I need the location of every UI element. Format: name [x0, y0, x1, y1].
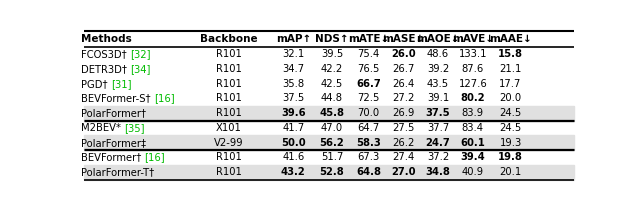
Text: mASE↓: mASE↓	[382, 34, 424, 44]
Text: 70.0: 70.0	[358, 108, 380, 118]
Text: 26.9: 26.9	[392, 108, 415, 118]
Text: mAVE↓: mAVE↓	[452, 34, 494, 44]
Text: [16]: [16]	[154, 94, 174, 104]
Text: 72.5: 72.5	[358, 94, 380, 104]
Text: 56.2: 56.2	[319, 138, 344, 148]
Text: 19.8: 19.8	[498, 153, 523, 162]
Text: PolarFormer†: PolarFormer†	[81, 108, 146, 118]
Text: 42.5: 42.5	[321, 79, 343, 89]
Text: 24.7: 24.7	[426, 138, 451, 148]
Text: NDS↑: NDS↑	[315, 34, 349, 44]
Text: 64.7: 64.7	[358, 123, 380, 133]
Text: 40.9: 40.9	[462, 167, 484, 177]
Text: PolarFormer-T†: PolarFormer-T†	[81, 167, 154, 177]
Text: R101: R101	[216, 49, 242, 59]
Text: 24.5: 24.5	[499, 123, 522, 133]
Text: 66.7: 66.7	[356, 79, 381, 89]
Text: 52.8: 52.8	[319, 167, 344, 177]
Text: 48.6: 48.6	[427, 49, 449, 59]
Text: 39.1: 39.1	[427, 94, 449, 104]
Bar	[84, 106, 573, 121]
Text: X101: X101	[216, 123, 242, 133]
Text: 15.8: 15.8	[498, 49, 523, 59]
Text: 127.6: 127.6	[458, 79, 487, 89]
Text: 24.5: 24.5	[499, 108, 522, 118]
Text: PGD†: PGD†	[81, 79, 111, 89]
Text: mATE↓: mATE↓	[348, 34, 389, 44]
Text: 83.4: 83.4	[462, 123, 484, 133]
Text: V2-99: V2-99	[214, 138, 244, 148]
Text: [35]: [35]	[124, 123, 145, 133]
Text: 87.6: 87.6	[461, 64, 484, 74]
Text: [31]: [31]	[111, 79, 131, 89]
Text: 83.9: 83.9	[462, 108, 484, 118]
Text: 44.8: 44.8	[321, 94, 343, 104]
Text: 41.7: 41.7	[282, 123, 305, 133]
Text: 39.4: 39.4	[460, 153, 485, 162]
Text: Backbone: Backbone	[200, 34, 258, 44]
Text: 41.6: 41.6	[282, 153, 305, 162]
Text: 32.1: 32.1	[282, 49, 305, 59]
Text: 26.0: 26.0	[391, 49, 416, 59]
Text: 80.2: 80.2	[461, 94, 485, 104]
Text: 19.3: 19.3	[499, 138, 522, 148]
Text: 27.4: 27.4	[392, 153, 415, 162]
Text: 26.7: 26.7	[392, 64, 415, 74]
Text: 51.7: 51.7	[321, 153, 343, 162]
Text: mAP↑: mAP↑	[276, 34, 311, 44]
Text: 26.4: 26.4	[392, 79, 415, 89]
Text: 26.2: 26.2	[392, 138, 415, 148]
Text: BEVFormer†: BEVFormer†	[81, 153, 145, 162]
Text: 39.6: 39.6	[281, 108, 305, 118]
Text: 47.0: 47.0	[321, 123, 343, 133]
Text: 42.2: 42.2	[321, 64, 343, 74]
Text: 21.1: 21.1	[499, 64, 522, 74]
Text: 60.1: 60.1	[460, 138, 485, 148]
Text: 17.7: 17.7	[499, 79, 522, 89]
Text: 37.5: 37.5	[426, 108, 451, 118]
Text: DETR3D†: DETR3D†	[81, 64, 130, 74]
Text: mAAE↓: mAAE↓	[489, 34, 532, 44]
Text: R101: R101	[216, 167, 242, 177]
Text: 27.5: 27.5	[392, 123, 415, 133]
Text: M2BEV*: M2BEV*	[81, 123, 124, 133]
Text: 43.5: 43.5	[427, 79, 449, 89]
Text: 76.5: 76.5	[358, 64, 380, 74]
Bar	[84, 135, 573, 150]
Text: 34.7: 34.7	[282, 64, 305, 74]
Text: R101: R101	[216, 108, 242, 118]
Text: 75.4: 75.4	[358, 49, 380, 59]
Text: R101: R101	[216, 153, 242, 162]
Text: 64.8: 64.8	[356, 167, 381, 177]
Text: 20.0: 20.0	[499, 94, 522, 104]
Text: R101: R101	[216, 94, 242, 104]
Text: 43.2: 43.2	[281, 167, 306, 177]
Text: 34.8: 34.8	[426, 167, 451, 177]
Text: 35.8: 35.8	[282, 79, 305, 89]
Text: 58.3: 58.3	[356, 138, 381, 148]
Text: BEVFormer-S†: BEVFormer-S†	[81, 94, 154, 104]
Text: PolarFormer‡: PolarFormer‡	[81, 138, 146, 148]
Text: 45.8: 45.8	[319, 108, 344, 118]
Text: mAOE↓: mAOE↓	[417, 34, 460, 44]
Text: 67.3: 67.3	[358, 153, 380, 162]
Text: 20.1: 20.1	[499, 167, 522, 177]
Text: 37.7: 37.7	[427, 123, 449, 133]
Text: [16]: [16]	[145, 153, 165, 162]
Bar	[84, 165, 573, 180]
Text: [34]: [34]	[130, 64, 150, 74]
Text: 27.2: 27.2	[392, 94, 415, 104]
Text: [32]: [32]	[130, 49, 150, 59]
Text: R101: R101	[216, 79, 242, 89]
Text: 39.5: 39.5	[321, 49, 343, 59]
Text: 27.0: 27.0	[391, 167, 415, 177]
Text: 50.0: 50.0	[281, 138, 305, 148]
Text: 37.2: 37.2	[427, 153, 449, 162]
Text: FCOS3D†: FCOS3D†	[81, 49, 130, 59]
Text: 133.1: 133.1	[459, 49, 487, 59]
Text: Methods: Methods	[81, 34, 132, 44]
Text: 39.2: 39.2	[427, 64, 449, 74]
Text: 37.5: 37.5	[282, 94, 305, 104]
Text: R101: R101	[216, 64, 242, 74]
